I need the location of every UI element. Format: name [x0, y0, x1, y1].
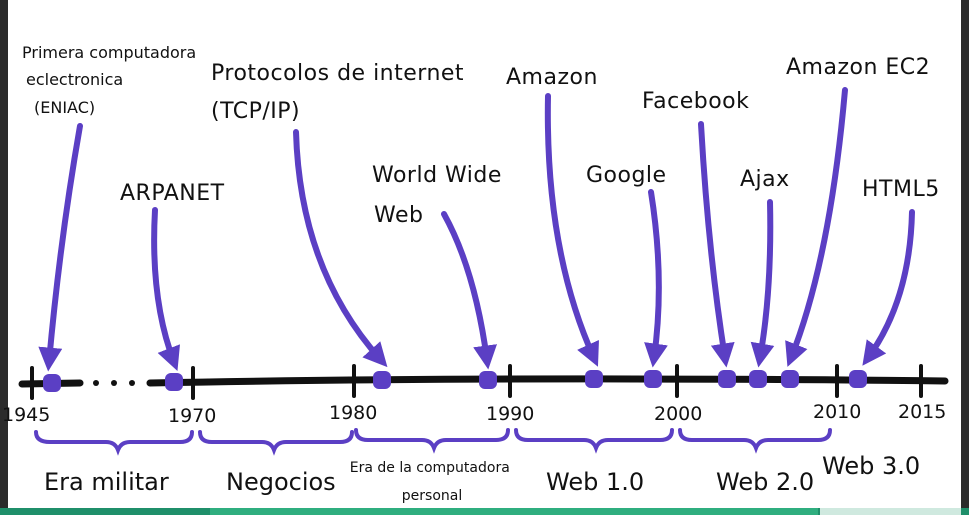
era-label-web1: Web 1.0 [546, 468, 644, 496]
era-label-militar: Era militar [44, 468, 169, 496]
year-ticks [30, 364, 923, 400]
arrow-www [441, 211, 497, 370]
timeline-dots [93, 380, 135, 386]
event-label-ec2: Amazon EC2 [786, 55, 930, 80]
event-label-ajax: Ajax [740, 167, 790, 192]
year-label: 2015 [898, 401, 946, 423]
year-label: 1990 [486, 403, 534, 425]
left-edge [0, 0, 8, 515]
era-label-pc: Era de la computadora personal [350, 460, 514, 504]
event-label-tcpip: Protocolos de internet (TCP/IP) [211, 61, 472, 124]
bottom-strip-segment [820, 508, 961, 515]
year-label: 2010 [813, 401, 861, 423]
arrow-ec2 [785, 87, 848, 367]
event-label-google: Google [586, 163, 667, 188]
arrow-amazon [544, 93, 599, 367]
event-label-eniac: Primera computadora eclectronica (ENIAC) [22, 43, 201, 117]
event-label-amazon: Amazon [506, 65, 598, 90]
year-label: 1945 [2, 404, 50, 426]
year-labels: 1945 1970 1980 1990 2000 2010 2015 [2, 401, 946, 427]
year-label: 1980 [329, 402, 377, 424]
event-label-www: World Wide Web [372, 163, 509, 228]
bottom-strip [0, 508, 969, 515]
arrow-google [644, 189, 668, 368]
arrow-facebook [698, 121, 735, 368]
event-markers [43, 370, 867, 392]
arrow-html5 [862, 209, 915, 366]
event-label-html5: HTML5 [862, 177, 940, 202]
era-labels: Era militar Negocios Era de la computado… [44, 452, 920, 504]
event-arrows [38, 87, 915, 372]
era-label-web3: Web 3.0 [822, 452, 920, 480]
arrow-tcpip [293, 129, 388, 368]
right-edge [961, 0, 969, 515]
era-brackets [34, 428, 832, 456]
year-label: 2000 [654, 403, 702, 425]
event-label-facebook: Facebook [642, 89, 749, 114]
arrow-eniac [38, 123, 83, 372]
bottom-strip-segment [210, 508, 818, 515]
year-label: 1970 [168, 405, 216, 427]
event-label-arpanet: ARPANET [120, 181, 225, 206]
arrow-arpanet [151, 207, 180, 371]
event-labels: Primera computadora eclectronica (ENIAC)… [22, 43, 940, 228]
era-label-web2: Web 2.0 [716, 468, 814, 496]
arrow-ajax [750, 199, 775, 368]
era-label-negocios: Negocios [226, 468, 336, 496]
